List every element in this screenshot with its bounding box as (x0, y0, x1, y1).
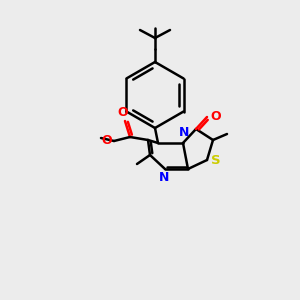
Text: N: N (159, 171, 169, 184)
Text: O: O (210, 110, 220, 124)
Text: N: N (179, 126, 189, 139)
Text: O: O (101, 134, 112, 148)
Text: O: O (118, 106, 128, 119)
Text: S: S (211, 154, 220, 166)
